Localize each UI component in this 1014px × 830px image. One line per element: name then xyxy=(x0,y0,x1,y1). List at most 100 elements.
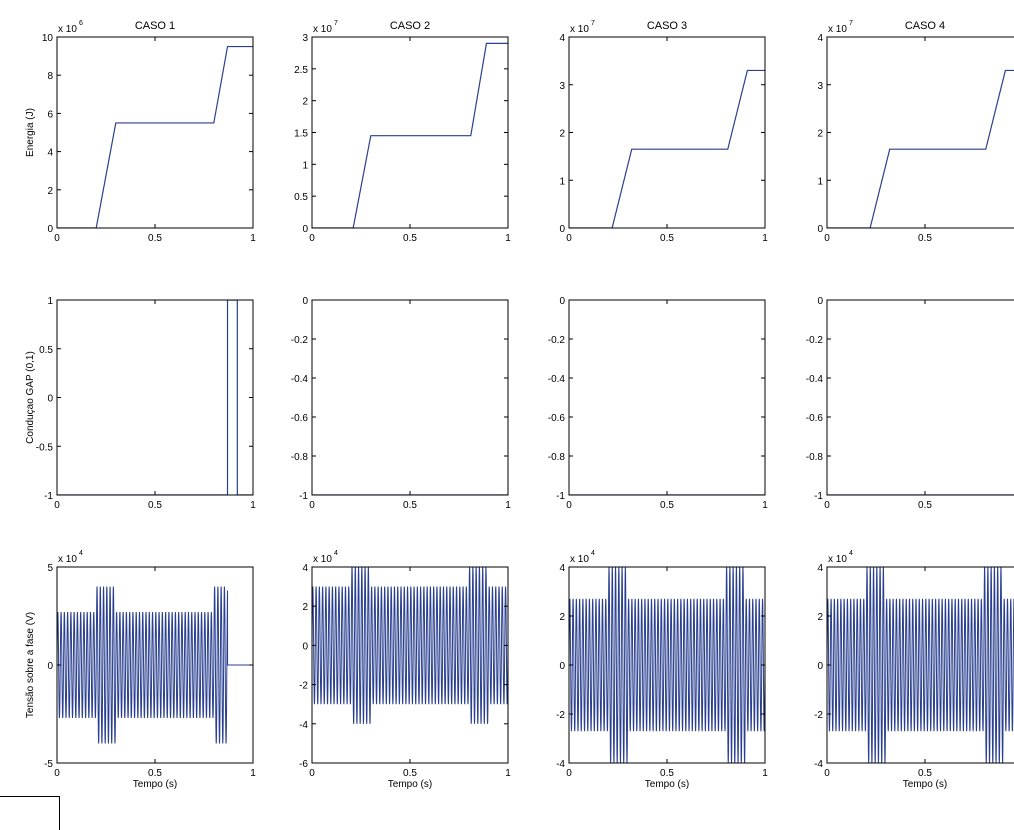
chart-v1-xlabel: Tempo (s) xyxy=(133,779,177,790)
chart-v4-xlabel: Tempo (s) xyxy=(903,779,947,790)
chart-g4-ytick-label: -0.4 xyxy=(806,374,824,385)
chart-e4-ytick-label: 2 xyxy=(817,129,823,140)
chart-v4-ytick-label: -2 xyxy=(814,710,823,721)
chart-e1-multiplier: x 10 xyxy=(58,24,77,35)
chart-e1-ytick-label: 8 xyxy=(47,71,53,82)
chart-e2-ytick-label: 2.5 xyxy=(294,65,308,76)
chart-v3-series-line xyxy=(569,567,765,763)
chart-v2-multiplier: x 10 xyxy=(313,554,332,565)
chart-e3-title: CASO 3 xyxy=(647,20,687,32)
chart-g4-ytick-label: 0 xyxy=(817,296,823,307)
chart-e2-ytick-label: 2 xyxy=(302,97,308,108)
chart-v4-exponent: 4 xyxy=(849,550,853,557)
chart-g2-ytick-label: -1 xyxy=(299,491,308,502)
chart-e3-axes-box xyxy=(568,36,766,229)
chart-v2-xtick-label: 0 xyxy=(309,768,315,779)
chart-v4-ytick-label: -4 xyxy=(814,759,823,770)
chart-e4-ytick-label: 1 xyxy=(817,176,823,187)
chart-v3-multiplier: x 10 xyxy=(570,554,589,565)
chart-g3-ytick-label: -0.2 xyxy=(548,335,566,346)
chart-g3-ytick-label: -1 xyxy=(556,491,565,502)
chart-e3-ytick-label: 2 xyxy=(559,129,565,140)
chart-e2-multiplier: x 10 xyxy=(313,24,332,35)
chart-g1-ytick-label: 0 xyxy=(47,394,53,405)
chart-v1-exponent: 4 xyxy=(79,550,83,557)
chart-g2-xtick-label: 1 xyxy=(505,500,511,511)
chart-v2-xtick-label: 0.5 xyxy=(403,768,417,779)
chart-e4-series-line xyxy=(827,69,1014,228)
chart-v1-ytick-label: -5 xyxy=(44,759,53,770)
chart-v2-series-line xyxy=(312,567,508,724)
chart-v3-ytick-label: 2 xyxy=(559,612,565,623)
chart-e1-ylabel: Energia (J) xyxy=(25,108,36,157)
chart-e2-title: CASO 2 xyxy=(390,20,430,32)
chart-v3-xtick-label: 1 xyxy=(762,768,768,779)
chart-g4-ytick-label: -0.8 xyxy=(806,452,824,463)
chart-g1-panel: 0 0.5 1 -1 -0.5 0 0.5 1 Conduçao GAP (0,1) xyxy=(25,296,256,511)
chart-e1-xtick-label: 1 xyxy=(250,233,256,244)
chart-g1-ytick-label: 0.5 xyxy=(39,345,53,356)
chart-v4-ytick-label: 4 xyxy=(817,563,823,574)
chart-e3-ytick-label: 3 xyxy=(559,81,565,92)
chart-e3-ytick-label: 0 xyxy=(559,224,565,235)
chart-v1-xtick-label: 0.5 xyxy=(148,768,162,779)
chart-e2-xtick-label: 0 xyxy=(309,233,315,244)
chart-g1-xtick-label: 0 xyxy=(54,500,60,511)
chart-e1-exponent: 6 xyxy=(79,20,83,27)
chart-v2-ytick-label: -2 xyxy=(299,681,308,692)
chart-v1-ylabel: Tensão sobre a fase (V) xyxy=(25,612,36,718)
chart-g4-xtick-label: 0 xyxy=(824,500,830,511)
chart-g3-ytick-label: -0.6 xyxy=(548,413,566,424)
chart-v4-multiplier: x 10 xyxy=(828,554,847,565)
chart-v1-multiplier: x 10 xyxy=(58,554,77,565)
chart-e2-panel: 0 0.5 1 0 0.5 1 1.5 2 2.5 3 x 107 CASO 2 xyxy=(294,20,511,244)
chart-g3-xtick-label: 1 xyxy=(762,500,768,511)
chart-e4-ytick-label: 0 xyxy=(817,224,823,235)
chart-v4-ytick-label: 2 xyxy=(817,612,823,623)
chart-v3-exponent: 4 xyxy=(591,550,595,557)
chart-g2-panel: 0 0.5 1 -1 -0.8 -0.6 -0.4 -0.2 0 xyxy=(291,296,511,511)
chart-g3-ytick-label: -0.8 xyxy=(548,452,566,463)
chart-g2-ytick-label: 0 xyxy=(302,296,308,307)
chart-g2-axes-box xyxy=(311,299,509,496)
chart-e3-multiplier: x 10 xyxy=(570,24,589,35)
chart-v2-xtick-label: 1 xyxy=(505,768,511,779)
chart-g2-xtick-label: 0.5 xyxy=(403,500,417,511)
chart-v2-ytick-label: -4 xyxy=(299,720,308,731)
chart-e1-ytick-label: 2 xyxy=(47,186,53,197)
chart-v4-xtick-label: 0 xyxy=(824,768,830,779)
chart-e1-xtick-label: 0 xyxy=(54,233,60,244)
chart-e2-xtick-label: 0.5 xyxy=(403,233,417,244)
chart-e2-series-line xyxy=(312,42,508,228)
chart-g1-xtick-label: 1 xyxy=(250,500,256,511)
chart-v2-ytick-label: 2 xyxy=(302,602,308,613)
chart-g1-ytick-label: -1 xyxy=(44,491,53,502)
chart-e4-ytick-label: 3 xyxy=(817,81,823,92)
chart-e4-xtick-label: 0.5 xyxy=(918,233,932,244)
chart-e1-ytick-label: 4 xyxy=(47,148,53,159)
chart-e1-xtick-label: 0.5 xyxy=(148,233,162,244)
chart-e3-ytick-label: 4 xyxy=(559,33,565,44)
chart-e2-ytick-label: 1.5 xyxy=(294,129,308,140)
chart-e4-title: CASO 4 xyxy=(905,20,945,32)
chart-g4-axes-box xyxy=(826,299,1014,496)
corner-frame xyxy=(0,796,60,830)
chart-v3-xtick-label: 0.5 xyxy=(660,768,674,779)
chart-v3-xlabel: Tempo (s) xyxy=(645,779,689,790)
chart-v2-xlabel: Tempo (s) xyxy=(388,779,432,790)
chart-e4-ytick-label: 4 xyxy=(817,33,823,44)
chart-g4-xtick-label: 0.5 xyxy=(918,500,932,511)
chart-e1-ytick-label: 0 xyxy=(47,224,53,235)
chart-e4-axes-box xyxy=(826,36,1014,229)
chart-v2-exponent: 4 xyxy=(334,550,338,557)
chart-g2-ytick-label: -0.2 xyxy=(291,335,309,346)
chart-v4-series-line xyxy=(827,567,1014,763)
chart-e3-exponent: 7 xyxy=(591,20,595,27)
chart-g4-ytick-label: -0.6 xyxy=(806,413,824,424)
chart-v4-ytick-label: 0 xyxy=(817,661,823,672)
chart-g1-ytick-label: 1 xyxy=(47,296,53,307)
chart-g3-axes-box xyxy=(568,299,766,496)
chart-g1-xtick-label: 0.5 xyxy=(148,500,162,511)
chart-v3-ytick-label: 4 xyxy=(559,563,565,574)
